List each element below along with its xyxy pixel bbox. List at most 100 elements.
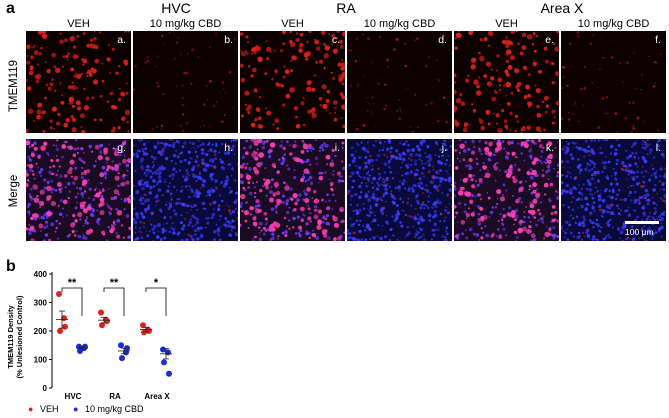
microglia-dot [110, 129, 116, 133]
nucleus-dot [376, 182, 379, 185]
nucleus-dot [375, 187, 380, 191]
nucleus-dot [285, 210, 290, 215]
nucleus-dot [134, 231, 137, 234]
microglia-dot [245, 107, 250, 112]
nucleus-dot [216, 228, 221, 233]
nucleus-dot [258, 231, 261, 235]
microglia-dot [493, 166, 499, 171]
nucleus-dot [164, 178, 167, 181]
nucleus-dot [235, 191, 238, 194]
microglia-dot [322, 103, 328, 110]
microglia-dot [594, 182, 596, 184]
nucleus-dot [176, 155, 181, 159]
microglia-dot [93, 194, 97, 198]
nucleus-dot [648, 148, 653, 152]
nucleus-dot [419, 187, 422, 190]
microglia-dot [94, 58, 100, 64]
nucleus-dot [362, 176, 366, 180]
nucleus-dot [61, 155, 65, 159]
microglia-dot [232, 107, 234, 109]
microglia-dot [40, 46, 43, 50]
microglia-dot [507, 168, 511, 172]
nucleus-dot [412, 216, 416, 220]
microglia-dot [475, 179, 478, 182]
nucleus-dot [619, 230, 624, 235]
data-point [161, 359, 167, 366]
nucleus-dot [123, 154, 126, 157]
nucleus-dot [183, 178, 188, 182]
nucleus-dot [168, 181, 171, 185]
microglia-dot [72, 45, 77, 49]
nucleus-dot [380, 183, 383, 186]
nucleus-dot [108, 143, 111, 145]
microglia-dot [638, 161, 640, 163]
microglia-dot [223, 163, 226, 165]
nucleus-dot [229, 189, 233, 194]
microglia-dot [514, 129, 517, 133]
nucleus-dot [416, 213, 420, 216]
nucleus-dot [439, 148, 442, 152]
nucleus-dot [551, 233, 556, 238]
microglia-dot [438, 172, 440, 175]
nucleus-dot [605, 206, 609, 209]
nucleus-dot [421, 218, 425, 222]
nucleus-dot [174, 212, 178, 216]
microglia-dot [247, 186, 250, 189]
nucleus-dot [565, 220, 569, 224]
nucleus-dot [627, 206, 630, 209]
data-point [104, 318, 110, 325]
microglia-dot [305, 57, 309, 61]
microglia-dot [507, 64, 513, 70]
microglia-dot [106, 100, 110, 103]
microglia-dot [105, 156, 110, 161]
tile-label: h. [224, 142, 233, 154]
nucleus-dot [181, 175, 185, 178]
nucleus-dot [214, 179, 218, 183]
nucleus-dot [454, 193, 457, 198]
nucleus-dot [407, 144, 410, 147]
nucleus-dot [358, 184, 362, 189]
nucleus-dot [629, 170, 631, 173]
microglia-dot [121, 158, 127, 164]
nucleus-dot [195, 191, 199, 195]
nucleus-dot [296, 198, 300, 202]
microglia-dot [121, 181, 126, 187]
legend-cbd-marker: ● [72, 404, 79, 414]
microglia-dot [484, 175, 487, 178]
nucleus-dot [194, 158, 197, 161]
nucleus-dot [628, 190, 633, 195]
nucleus-dot [170, 226, 173, 229]
nucleus-dot [571, 141, 574, 144]
microglia-dot [264, 167, 267, 169]
nucleus-dot [541, 220, 545, 224]
microglia-dot [33, 44, 36, 47]
x-category-label: Area X [144, 392, 170, 401]
microglia-dot [324, 217, 328, 221]
microglia-dot [430, 102, 433, 105]
nucleus-dot [515, 239, 517, 241]
microglia-dot [112, 126, 116, 130]
nucleus-dot [224, 182, 228, 186]
nucleus-dot [42, 239, 46, 241]
microglia-dot [91, 150, 94, 153]
microglia-dot [505, 49, 512, 55]
nucleus-dot [580, 198, 583, 201]
nucleus-dot [293, 169, 296, 172]
nucleus-dot [202, 207, 205, 210]
microglia-dot [212, 104, 216, 108]
microglia-dot [454, 119, 458, 123]
microglia-dot [459, 93, 463, 96]
nucleus-dot [98, 188, 101, 191]
microglia-dot [41, 31, 47, 34]
nucleus-dot [660, 222, 663, 225]
nucleus-dot [305, 203, 308, 206]
microglia-dot [67, 197, 70, 200]
nucleus-dot [163, 142, 167, 146]
nucleus-dot [384, 201, 387, 203]
microglia-dot [26, 172, 29, 177]
nucleus-dot [378, 172, 381, 176]
nucleus-dot [379, 236, 383, 241]
nucleus-dot [201, 142, 206, 146]
microglia-dot [116, 210, 123, 216]
microglia-dot [396, 109, 399, 112]
